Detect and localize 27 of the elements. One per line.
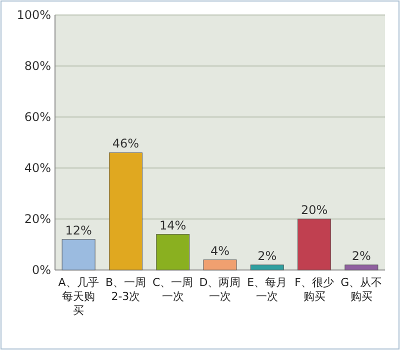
data-label: 46% bbox=[112, 136, 140, 151]
x-tick-label: C、一周一次 bbox=[152, 276, 194, 303]
x-tick-label: F、很少购买 bbox=[294, 276, 334, 303]
y-tick-label: 20% bbox=[24, 212, 51, 226]
data-label: 12% bbox=[65, 223, 92, 238]
data-label: 20% bbox=[300, 203, 328, 217]
data-label: 2% bbox=[258, 248, 277, 263]
bar bbox=[156, 234, 190, 270]
x-tick-label: A、几乎每天购买 bbox=[58, 276, 99, 317]
x-tick-label: E、每月一次 bbox=[247, 276, 288, 303]
y-tick-label: 0% bbox=[32, 263, 51, 277]
bar bbox=[344, 264, 378, 270]
bar bbox=[203, 260, 237, 270]
x-tick-label: G、从不购买 bbox=[340, 276, 382, 303]
bar bbox=[108, 152, 142, 270]
y-tick-label: 40% bbox=[24, 161, 51, 175]
y-tick-label: 100% bbox=[16, 8, 51, 22]
data-label: 14% bbox=[160, 218, 186, 232]
x-tick-label: B、一周2-3次 bbox=[105, 276, 146, 303]
bar bbox=[298, 218, 332, 270]
data-label: 4% bbox=[210, 244, 230, 258]
data-label: 2% bbox=[352, 248, 371, 263]
bar bbox=[250, 264, 284, 270]
x-tick-label: D、两周一次 bbox=[199, 276, 241, 303]
bar bbox=[62, 239, 96, 270]
y-tick-label: 60% bbox=[24, 110, 51, 124]
y-tick-label: 80% bbox=[24, 59, 51, 73]
